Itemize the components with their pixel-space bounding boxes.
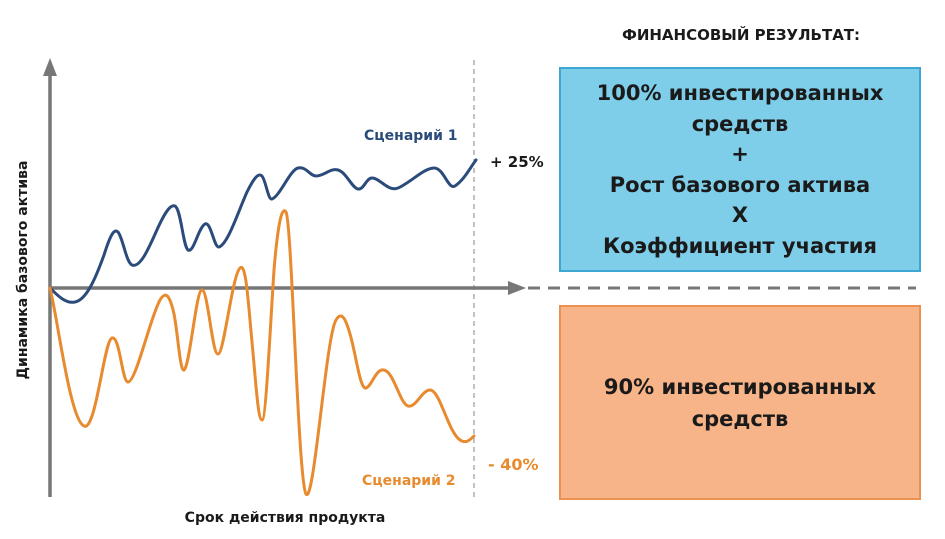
outcome-growth-line: 100% инвестированных bbox=[596, 81, 884, 105]
outcome-growth-line: Рост базового актива bbox=[609, 172, 871, 197]
y-axis-arrow bbox=[43, 58, 57, 76]
scenario-2-result: - 40% bbox=[488, 455, 539, 474]
outcome-loss-box: 90% инвестированных средств bbox=[559, 305, 921, 500]
outcome-loss-line: 90% инвестированных bbox=[603, 374, 877, 399]
scenario-2-line bbox=[48, 209, 476, 496]
outcome-growth-line: Х bbox=[731, 203, 749, 227]
financial-result-header: ФИНАНСОВЫЙ РЕЗУЛЬТАТ: bbox=[621, 26, 861, 44]
x-axis-arrow bbox=[508, 281, 526, 295]
outcome-growth-line: + bbox=[731, 142, 749, 166]
outcome-growth-line: средств bbox=[691, 111, 789, 136]
outcome-growth-line: Коэффициент участия bbox=[602, 233, 878, 258]
outcome-loss-line: средств bbox=[691, 406, 789, 431]
scenario-1-result: + 25% bbox=[490, 153, 544, 171]
outcome-growth-box: 100% инвестированных средств + Рост базо… bbox=[559, 67, 921, 272]
scenario-2-label: Сценарий 2 bbox=[362, 473, 456, 489]
scenario-1-label: Сценарий 1 bbox=[364, 128, 458, 144]
scenario-1-line bbox=[48, 158, 478, 304]
y-axis-label: Динамика базового актива bbox=[15, 160, 31, 380]
x-axis-label: Срок действия продукта bbox=[184, 510, 386, 526]
